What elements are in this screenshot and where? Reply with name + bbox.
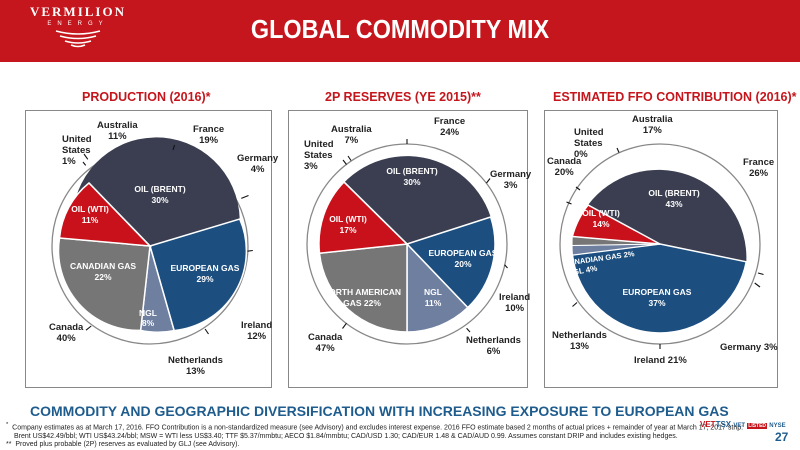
geo-label-netherlands: Netherlands 13%: [552, 330, 607, 352]
footnote-1-cont: Brent US$42.49/bbl; WTI US$43.24/bbl; MS…: [14, 432, 678, 440]
slice-label-oil-brent: OIL (BRENT): [648, 188, 699, 198]
stock-ticker-badge: VETTSX VET LISTED NYSE: [700, 420, 786, 429]
slice-value-north-american-gas: GAS 22%: [343, 298, 381, 308]
geo-label-netherlands: Netherlands 6%: [466, 335, 521, 357]
slice-canadian-gas: [57, 237, 151, 332]
slice-value-oil-brent: 43%: [665, 199, 682, 209]
slice-european-gas: [149, 218, 248, 332]
slice-label-oil-brent: OIL (BRENT): [386, 166, 437, 176]
slice-label-oil-wti: OIL (WTI): [582, 208, 620, 218]
slice-value-oil-brent: 30%: [403, 177, 420, 187]
slice-value-european-gas: 37%: [648, 298, 665, 308]
slice-label-oil-brent: OIL (BRENT): [134, 184, 185, 194]
slice-value-european-gas: 20%: [454, 259, 471, 269]
geo-label-netherlands: Netherlands 13%: [168, 355, 223, 377]
geo-label-germany: Germany 3%: [720, 342, 778, 353]
geo-label-ireland: Ireland 21%: [634, 355, 687, 366]
slice-european-gas: [571, 243, 748, 334]
header-banner: VERMILION ENERGY GLOBAL COMMODITY MIX: [0, 0, 800, 62]
slice-european-gas: [405, 216, 496, 309]
slice-label-ngl-group: NGL 4%: [566, 264, 598, 278]
slice-label-european-gas: EUROPEAN GAS: [623, 287, 692, 297]
geo-label-australia: Australia 11%: [97, 120, 138, 142]
logo-stripes-icon: [55, 30, 101, 48]
page-number: 27: [775, 430, 789, 444]
geo-label-canada: Canada 40%: [49, 322, 84, 344]
geo-label-ireland: Ireland 12%: [241, 320, 273, 342]
footnote-1: * Company estimates as at March 17, 2016…: [6, 422, 744, 432]
geo-label-canada: Canada 47%: [308, 332, 343, 354]
geo-label-france: France 26%: [743, 157, 775, 179]
page-title: GLOBAL COMMODITY MIX: [250, 14, 550, 44]
footnotes: * Company estimates as at March 17, 2016…: [6, 421, 743, 450]
slice-value-canadian-gas: 22%: [94, 272, 111, 282]
pie-chart-production: OIL (BRENT) 30% EUROPEAN GAS 29% NGL 8% …: [51, 137, 253, 345]
slice-north-american-gas: [318, 243, 408, 333]
slice-label-canadian-gas: CANADIAN GAS: [70, 261, 136, 271]
panel-title-ffo: ESTIMATED FFO CONTRIBUTION (2016)*: [553, 90, 797, 104]
geo-label-ireland: Ireland 10%: [499, 292, 531, 314]
geo-label-germany: Germany 3%: [490, 169, 532, 191]
slice-label-oil-wti: OIL (WTI): [71, 204, 109, 214]
slice-value-oil-brent: 30%: [151, 195, 168, 205]
slice-label-ngl: NGL: [139, 308, 157, 318]
slice-oil-wti: [571, 204, 661, 245]
geo-label-australia: Australia 17%: [632, 114, 673, 136]
slice-value-ngl: 8%: [142, 318, 155, 328]
summary-subtitle: COMMODITY AND GEOGRAPHIC DIVERSIFICATION…: [30, 403, 729, 419]
geo-label-united-states: United States 3%: [304, 139, 334, 172]
panel-title-reserves: 2P RESERVES (YE 2015)**: [325, 90, 481, 104]
geo-label-germany: Germany 4%: [237, 153, 279, 175]
slice-oil-wti: [318, 180, 409, 255]
slice-label-european-gas: EUROPEAN GAS: [429, 248, 498, 258]
slice-value-oil-wti: 17%: [339, 225, 356, 235]
geo-label-france: France 19%: [193, 124, 225, 146]
slice-label-ngl: NGL 4%: [566, 264, 598, 278]
pie-chart-ffo: OIL (BRENT) 43% EUROPEAN GAS 37% NGL 4% …: [559, 143, 764, 349]
geo-label-united-states: United States 1%: [62, 134, 92, 167]
slice-label-north-american-gas: NORTH AMERICAN: [323, 287, 401, 297]
geo-label-canada: Canada 20%: [547, 156, 582, 178]
vermilion-logo: VERMILION ENERGY: [28, 4, 128, 54]
slice-value-oil-wti: 11%: [82, 215, 99, 225]
geo-label-australia: Australia 7%: [331, 124, 372, 146]
slice-value-oil-wti: 14%: [592, 219, 609, 229]
slice-label-oil-wti: OIL (WTI): [329, 214, 367, 224]
panel-title-production: PRODUCTION (2016)*: [82, 90, 211, 104]
pie-chart-reserves: OIL (BRENT) 30% EUROPEAN GAS 20% NGL 11%…: [306, 139, 508, 345]
slice-value-ngl: 11%: [425, 298, 442, 308]
geo-label-france: France 24%: [434, 116, 466, 138]
footnote-2: ** Proved plus probable (2P) reserves as…: [6, 441, 240, 449]
geo-label-united-states: United States 0%: [574, 127, 604, 160]
slice-label-european-gas: EUROPEAN GAS: [171, 263, 240, 273]
slice-label-ngl: NGL: [424, 287, 442, 297]
slice-oil-wti: [58, 181, 152, 247]
slice-value-european-gas: 29%: [196, 274, 213, 284]
slice-oil-brent: [588, 169, 747, 262]
slice-ngl: [406, 242, 469, 333]
